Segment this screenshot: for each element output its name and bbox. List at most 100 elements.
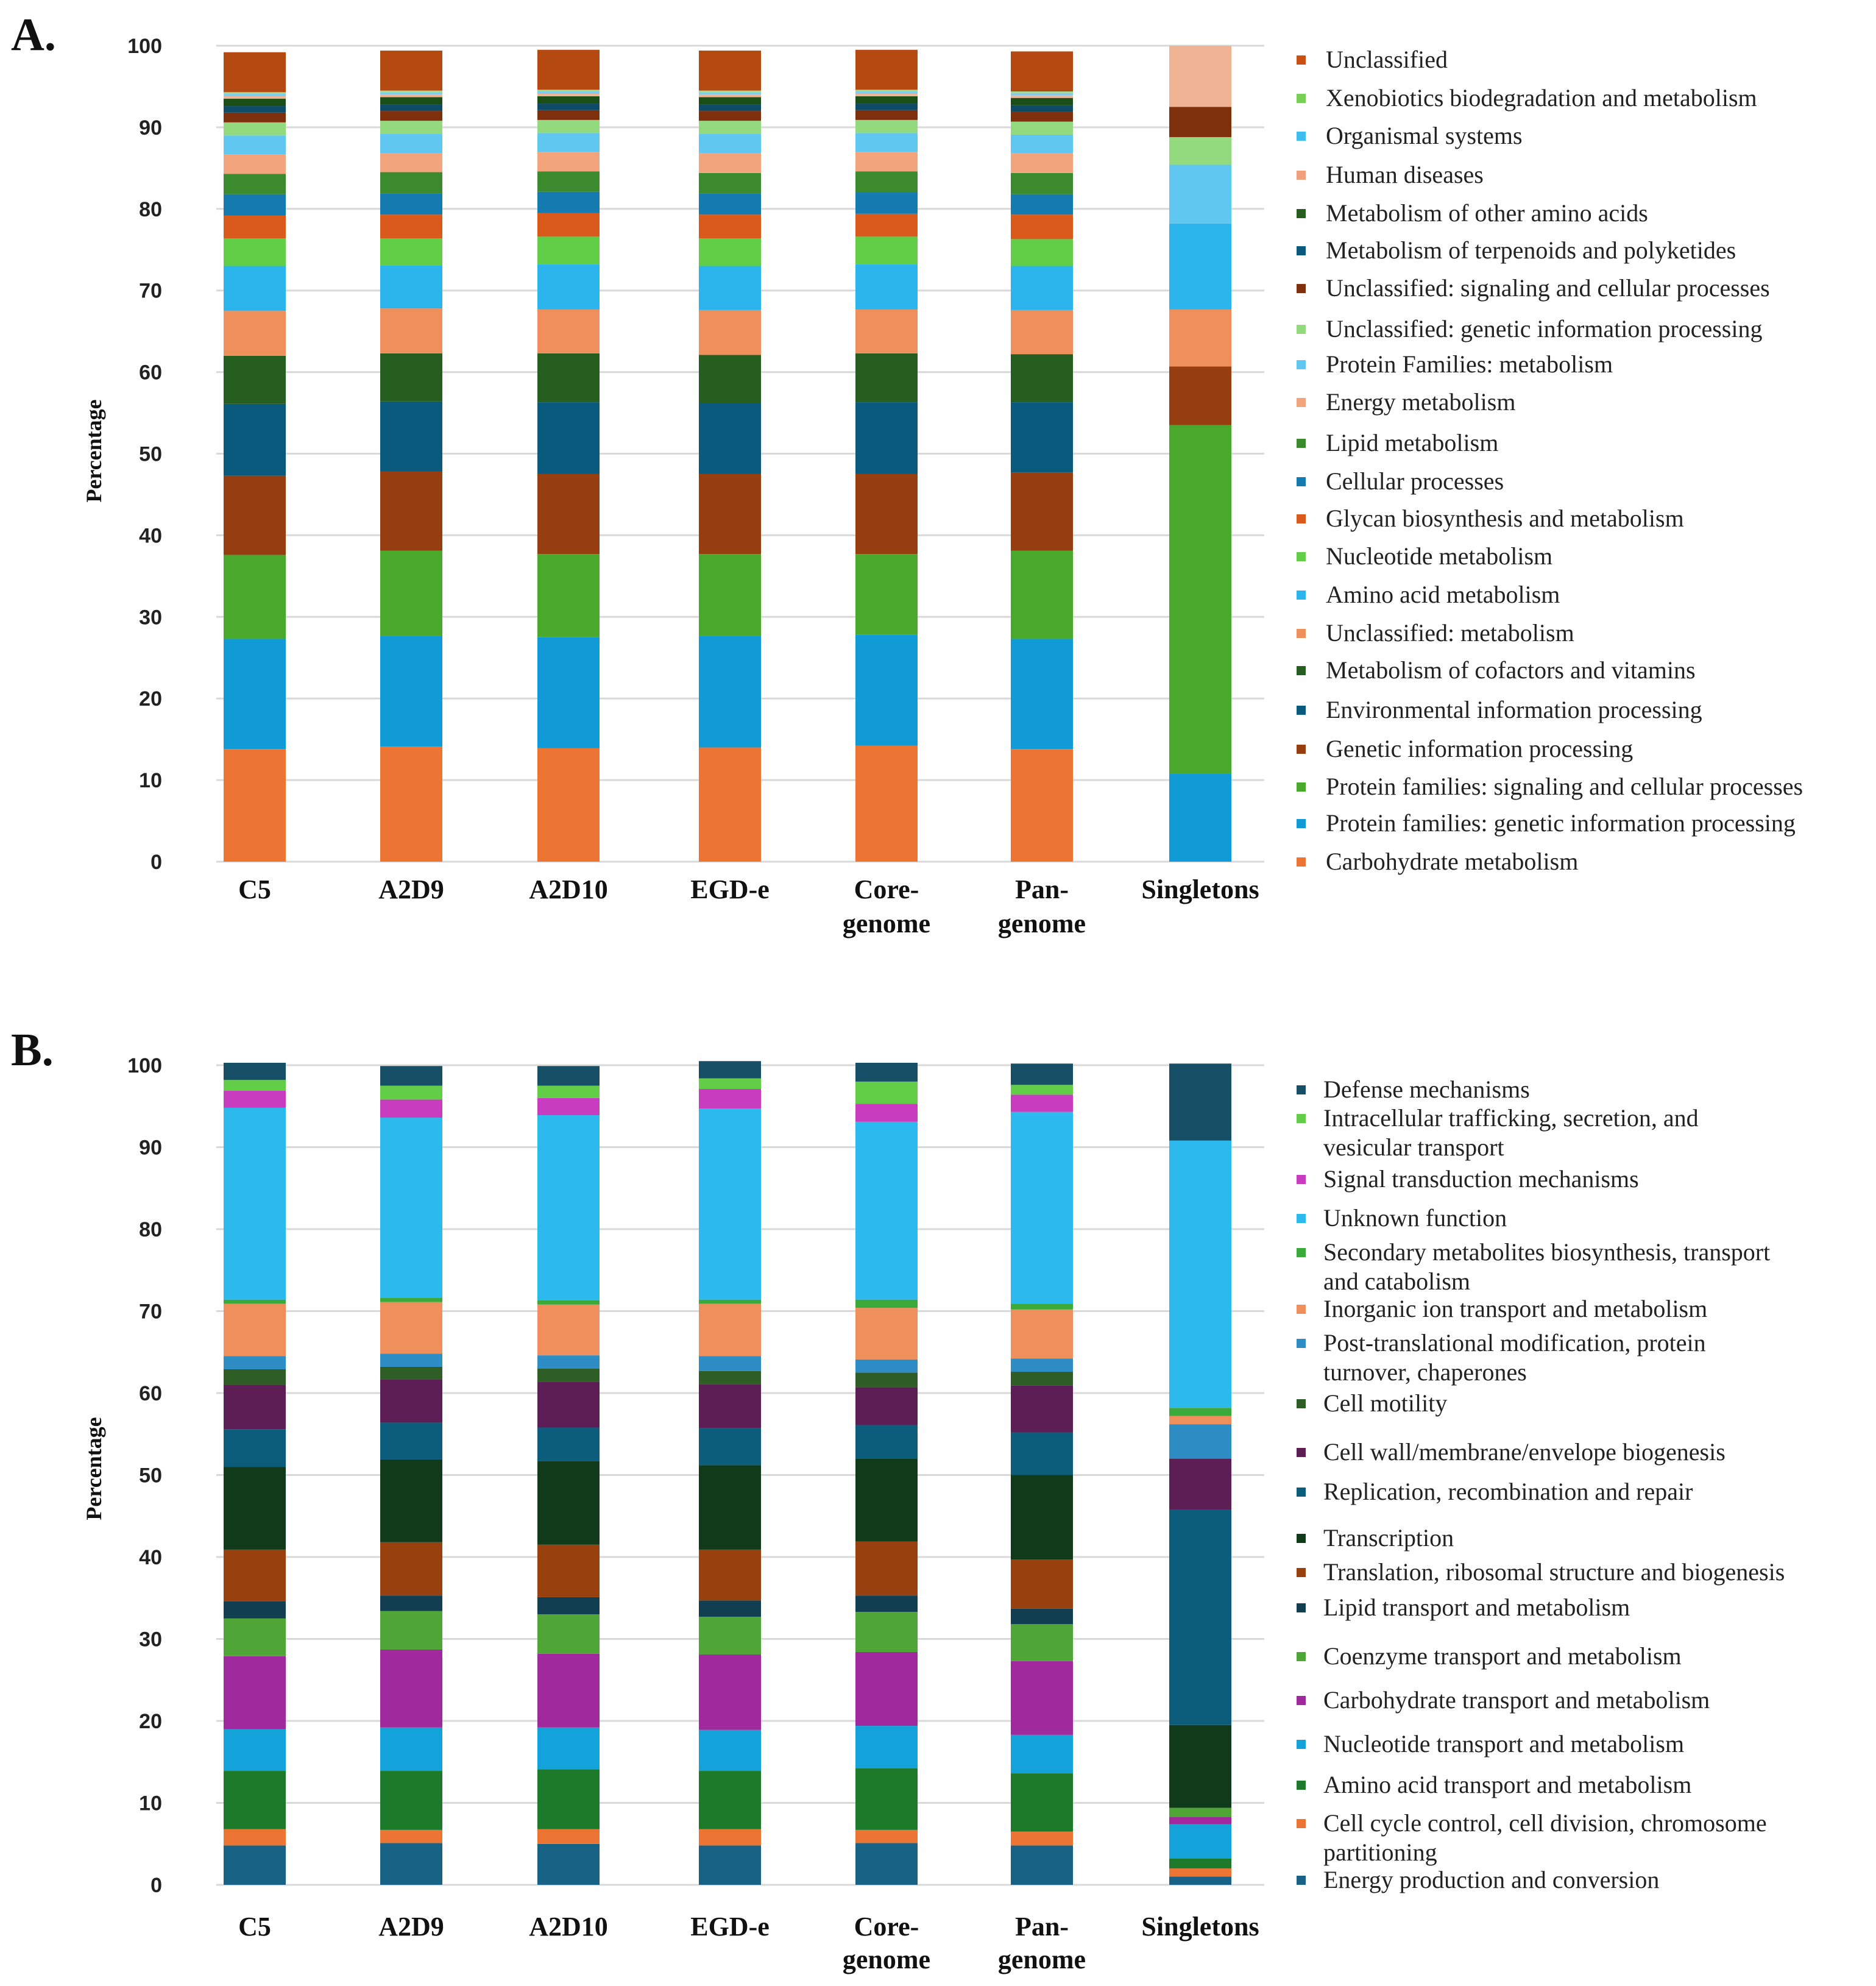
bar-segment <box>699 1371 761 1385</box>
x-category-label: EGD-e <box>690 874 770 904</box>
y-tick-label: 0 <box>150 851 162 874</box>
bar-segment <box>855 49 918 90</box>
bar-segment <box>855 1299 918 1308</box>
legend-swatch <box>1297 1534 1306 1543</box>
bar-segment <box>1011 402 1073 473</box>
bar-segment <box>380 1843 442 1885</box>
legend-item-label: Environmental information processing <box>1326 696 1702 723</box>
bar-segment <box>380 1353 442 1367</box>
chart-a-y-axis-label: Percentage <box>82 399 106 502</box>
bar-segment <box>1011 639 1073 750</box>
bar-segment <box>224 1618 286 1656</box>
bar-segment <box>1011 153 1073 173</box>
bar-segment <box>224 106 286 113</box>
bar-segment <box>855 1425 918 1459</box>
legend-item-label: Xenobiotics biodegradation and metabolis… <box>1326 84 1757 112</box>
bar-segment <box>1169 773 1231 862</box>
legend-item-label: turnover, chaperones <box>1323 1358 1527 1386</box>
bar-segment <box>855 1652 918 1726</box>
bar-segment <box>380 1422 442 1459</box>
legend-swatch <box>1297 171 1306 180</box>
legend-item-label: Translation, ribosomal structure and bio… <box>1323 1558 1785 1586</box>
legend-item-label: Secondary metabolites biosynthesis, tran… <box>1323 1238 1770 1266</box>
bar-segment <box>1011 472 1073 551</box>
legend-swatch <box>1297 1696 1306 1705</box>
bar-segment <box>699 636 761 748</box>
panel-a-label: A. <box>11 9 56 60</box>
bar-segment <box>380 353 442 402</box>
bar-segment <box>855 1612 918 1653</box>
bar-segment <box>224 1356 286 1369</box>
bar-segment <box>1011 1358 1073 1372</box>
bar-segment <box>537 152 600 172</box>
bar-segment <box>699 133 761 154</box>
bar-segment <box>699 90 761 93</box>
bar-segment <box>855 1308 918 1360</box>
bar-segment <box>537 1843 600 1885</box>
bar-segment <box>224 1771 286 1829</box>
bar-segment <box>1011 1432 1073 1475</box>
bar-segment <box>1011 51 1073 91</box>
bar-segment <box>224 749 286 862</box>
bar-segment <box>699 1771 761 1829</box>
bar-segment <box>1169 137 1231 165</box>
bar-segment <box>699 193 761 215</box>
legend-swatch <box>1297 819 1306 828</box>
legend-swatch <box>1297 1085 1306 1094</box>
legend-swatch <box>1297 1399 1306 1408</box>
bar-segment <box>537 94 600 97</box>
bar-segment <box>537 119 600 133</box>
legend-item-label: Unclassified: metabolism <box>1326 619 1574 647</box>
bar-segment <box>855 1768 918 1830</box>
bar-segment <box>699 153 761 173</box>
bar-segment <box>380 401 442 472</box>
y-tick-label: 10 <box>139 1792 162 1815</box>
x-category-label: Core- <box>854 874 919 904</box>
bar-segment <box>699 1089 761 1109</box>
bar-segment <box>699 97 761 105</box>
legend-swatch <box>1297 439 1306 448</box>
chart-b-bars <box>224 1061 1231 1885</box>
bar-segment <box>224 122 286 136</box>
bar-segment <box>380 97 442 105</box>
y-tick-label: 60 <box>139 1382 162 1405</box>
y-tick-label: 40 <box>139 1546 162 1569</box>
bar-segment <box>224 194 286 216</box>
bar-segment <box>1011 91 1073 93</box>
bar-segment <box>1011 105 1073 112</box>
legend-swatch <box>1297 209 1306 218</box>
legend-swatch <box>1297 1603 1306 1612</box>
bar-segment <box>1169 1408 1231 1416</box>
bar-segment <box>537 1427 600 1461</box>
y-tick-label: 0 <box>150 1874 162 1897</box>
bar-segment <box>1011 1385 1073 1433</box>
y-tick-label: 90 <box>139 116 162 140</box>
y-tick-label: 40 <box>139 524 162 547</box>
bar-segment <box>699 1356 761 1371</box>
bar-segment <box>855 193 918 214</box>
legend-item-label: Glycan biosynthesis and metabolism <box>1326 505 1684 532</box>
bar-segment <box>699 1108 761 1300</box>
legend-swatch <box>1297 1248 1306 1257</box>
bar-segment <box>855 133 918 152</box>
bar-segment <box>855 353 918 403</box>
bar-segment <box>855 90 918 91</box>
bar-segment <box>1011 1773 1073 1832</box>
legend-item-label: Post-translational modification, protein <box>1323 1329 1706 1357</box>
y-tick-label: 60 <box>139 361 162 385</box>
bar-segment <box>1169 1824 1231 1859</box>
bar-segment <box>380 238 442 266</box>
x-category-label: A2D10 <box>529 1912 608 1942</box>
bar-segment <box>1011 112 1073 122</box>
bar-segment <box>699 94 761 98</box>
legend-swatch <box>1297 745 1306 754</box>
bar-segment <box>537 191 600 213</box>
bar-segment <box>1011 1085 1073 1095</box>
bar-segment <box>1169 1424 1231 1459</box>
bar-segment <box>699 1829 761 1846</box>
legend-swatch <box>1297 477 1306 486</box>
legend-swatch <box>1297 360 1306 369</box>
bar-segment <box>537 1115 600 1301</box>
bar-segment <box>380 51 442 91</box>
